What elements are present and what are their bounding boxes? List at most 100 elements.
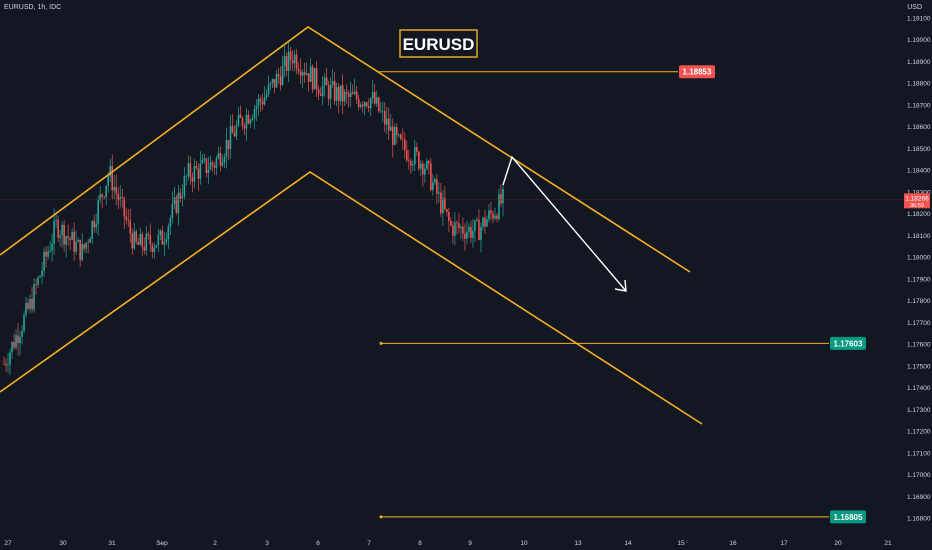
candle-body [115, 186, 118, 194]
chart-title: EURUSD [403, 35, 475, 54]
candle-body [111, 165, 114, 191]
candle-body [87, 242, 89, 244]
upper-channel-line[interactable] [0, 26, 691, 273]
y-tick-label: 1.18900 [907, 59, 931, 66]
candle-body [153, 247, 156, 252]
candle-body [281, 65, 284, 85]
candle-body [259, 98, 262, 102]
candle-body [347, 93, 350, 97]
candle-body [249, 119, 252, 124]
candle-body [492, 213, 494, 219]
candle-body [271, 79, 274, 83]
candle-body [331, 80, 334, 85]
candle-body [436, 179, 438, 194]
candle-body [452, 225, 454, 236]
candle-body [391, 126, 394, 145]
x-tick-label: Sep [156, 540, 168, 547]
candle-body [269, 82, 272, 85]
candle-body [95, 223, 97, 228]
candle-body [217, 153, 220, 159]
candle-body [237, 114, 240, 126]
candle-body [225, 140, 228, 158]
candle-body [295, 54, 298, 70]
y-tick-label: 1.18000 [907, 255, 931, 262]
y-tick-label: 1.17800 [907, 298, 931, 305]
candle-body [109, 165, 112, 177]
candle-body [353, 91, 356, 94]
candle-body [167, 226, 170, 240]
candle-body [235, 125, 238, 137]
candle-body [442, 198, 444, 214]
candle-body [426, 161, 428, 169]
candle-body [257, 98, 260, 106]
drawings-layer[interactable] [0, 26, 703, 425]
candle-body [81, 244, 83, 260]
candle-body [321, 85, 324, 96]
candle-body [488, 210, 490, 220]
candle-body [323, 77, 326, 86]
candle-body [339, 85, 342, 102]
candle-body [464, 233, 466, 239]
x-tick-label: 15 [677, 540, 685, 547]
candle-body [171, 203, 174, 219]
candle-body [147, 233, 150, 236]
lower-channel-line[interactable] [0, 171, 703, 425]
candle-body [5, 363, 7, 366]
candle-body [414, 147, 416, 165]
candle-body [319, 93, 322, 96]
candle-body [157, 234, 160, 246]
candle-body [301, 72, 304, 76]
candle-body [211, 162, 214, 166]
candle-body [221, 162, 224, 166]
level-label: 1.18853 [683, 68, 712, 77]
time-axis[interactable]: 27 30 31 Sep 2 3 6 7 8 9 10 13 14 15 16 17 20 21 [4, 540, 892, 547]
candle-body [430, 163, 432, 190]
candle-body [460, 226, 462, 228]
candle-body [119, 196, 122, 201]
candle-body [273, 79, 276, 88]
candle-body [229, 126, 232, 150]
candle-body [397, 134, 400, 136]
candle-body [317, 88, 320, 94]
candle-body [73, 231, 75, 252]
price-axis[interactable]: 1.19100 1.19000 1.18900 1.18800 1.18700 1.186… [907, 16, 931, 523]
candle-body [351, 92, 354, 94]
candle-body [377, 97, 380, 112]
candle-body [404, 139, 406, 150]
candle-body [466, 231, 468, 239]
candle-body [137, 241, 140, 245]
candle-body [496, 215, 498, 219]
candle-body [51, 243, 53, 251]
candle-body [201, 159, 204, 164]
candle-body [241, 117, 244, 127]
candle-body [303, 72, 306, 75]
candle-body [89, 238, 91, 243]
x-tick-label: 21 [884, 540, 892, 547]
candle-body [107, 176, 110, 186]
candle-body [163, 241, 166, 245]
candle-body [474, 220, 476, 232]
candle-body [33, 284, 35, 310]
y-tick-label: 1.17500 [907, 363, 931, 370]
bar-countdown-label: 36:59 [910, 203, 924, 209]
candle-body [498, 194, 500, 219]
candle-body [476, 219, 478, 221]
candle-body [424, 168, 426, 175]
candle-body [193, 166, 196, 182]
candle-body [203, 158, 206, 160]
candle-body [165, 239, 168, 242]
candle-body [123, 197, 126, 217]
candle-body [63, 224, 65, 245]
projection-arrow[interactable] [502, 155, 627, 292]
candle-body [105, 185, 108, 198]
candle-body [261, 101, 264, 105]
candle-body [27, 302, 29, 309]
candle-body [183, 176, 186, 197]
candle-body [450, 220, 452, 226]
candle-body [35, 284, 37, 285]
candle-body [381, 110, 384, 112]
candle-body [239, 114, 242, 118]
levels-layer: 1.18853 1.17603 1.16805 [378, 65, 866, 524]
candle-body [67, 236, 69, 239]
